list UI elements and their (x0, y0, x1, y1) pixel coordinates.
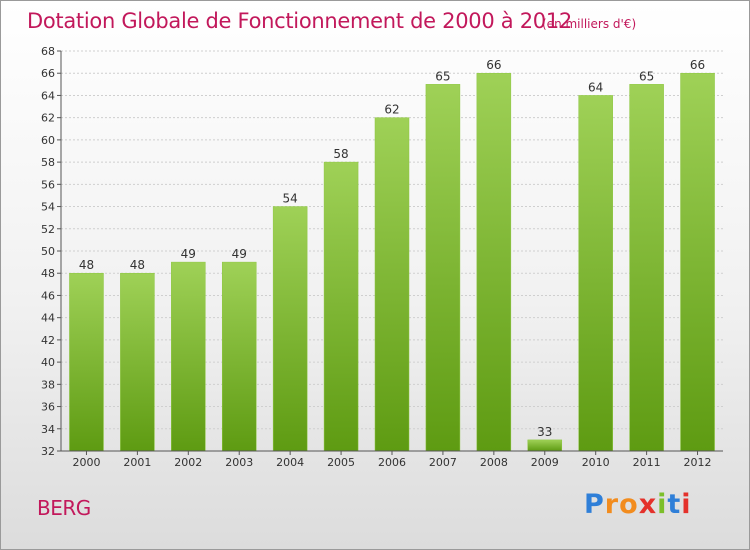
data-label: 49 (232, 247, 247, 261)
logo-letter: o (619, 489, 639, 520)
labels: 32 34 36 38 40 42 44 46 48 50 52 54 56 58 60 62 64 66 68 48… (41, 45, 712, 469)
chart-title: Dotation Globale de Fonctionnement de 20… (27, 9, 572, 33)
y-tick-label: 52 (41, 223, 55, 236)
bar (272, 206, 308, 452)
data-label: 65 (639, 69, 654, 83)
x-tick-label: 2010 (582, 456, 610, 469)
data-label: 62 (384, 103, 399, 117)
x-tick-label: 2008 (480, 456, 508, 469)
bar (578, 95, 613, 452)
y-tick-label: 58 (41, 156, 55, 169)
chart-subtitle: (en milliers d'€) (542, 17, 637, 31)
data-label: 48 (130, 258, 145, 272)
y-tick-label: 44 (41, 312, 55, 325)
y-tick-label: 66 (41, 67, 55, 80)
x-tick-label: 2002 (174, 456, 202, 469)
logo-letter: i (681, 489, 692, 520)
bar (680, 72, 715, 452)
logo-letter: t (667, 489, 682, 520)
bar (629, 84, 664, 452)
bar (120, 272, 155, 452)
y-tick-label: 46 (41, 289, 55, 302)
x-tick-label: 2000 (72, 456, 100, 469)
place-name: BERG (37, 496, 91, 520)
bar (476, 72, 512, 452)
y-tick-label: 40 (41, 356, 55, 369)
x-tick-label: 2009 (531, 456, 559, 469)
data-label: 33 (537, 425, 552, 439)
data-label: 58 (333, 147, 348, 161)
y-tick-label: 60 (41, 134, 55, 147)
x-tick-label: 2004 (276, 456, 304, 469)
data-label: 49 (181, 247, 196, 261)
x-tick-label: 2011 (633, 456, 661, 469)
y-tick-label: 62 (41, 112, 55, 125)
bar (323, 161, 359, 452)
y-tick-label: 64 (41, 89, 55, 102)
logo-letter: i (657, 489, 668, 520)
logo-letter: P (584, 489, 605, 520)
bar (69, 272, 104, 452)
y-tick-label: 50 (41, 245, 55, 258)
y-tick-label: 42 (41, 334, 55, 347)
data-label: 66 (690, 58, 705, 72)
bar (221, 261, 257, 452)
y-tick-label: 36 (41, 401, 55, 414)
y-tick-label: 54 (41, 201, 55, 214)
bar (171, 261, 206, 452)
x-tick-label: 2005 (327, 456, 355, 469)
proxiti-logo[interactable]: Proxiti (584, 489, 692, 520)
y-tick-label: 48 (41, 267, 55, 280)
y-tick-label: 38 (41, 378, 55, 391)
data-label: 64 (588, 80, 603, 94)
logo-letter: r (604, 489, 620, 520)
x-tick-label: 2003 (225, 456, 253, 469)
x-tick-label: 2007 (429, 456, 457, 469)
x-tick-label: 2001 (123, 456, 151, 469)
bar (374, 117, 410, 452)
bar (425, 84, 461, 452)
data-label: 65 (435, 69, 450, 83)
axes (57, 50, 723, 455)
logo-letter: x (638, 489, 658, 520)
y-tick-label: 68 (41, 45, 55, 58)
y-tick-label: 34 (41, 423, 55, 436)
bars (69, 72, 715, 452)
x-tick-label: 2006 (378, 456, 406, 469)
y-tick-label: 56 (41, 178, 55, 191)
data-label: 54 (283, 192, 298, 206)
bar (527, 439, 563, 452)
x-tick-label: 2012 (684, 456, 712, 469)
y-tick-label: 32 (41, 445, 55, 458)
data-label: 48 (79, 258, 94, 272)
data-label: 66 (486, 58, 501, 72)
